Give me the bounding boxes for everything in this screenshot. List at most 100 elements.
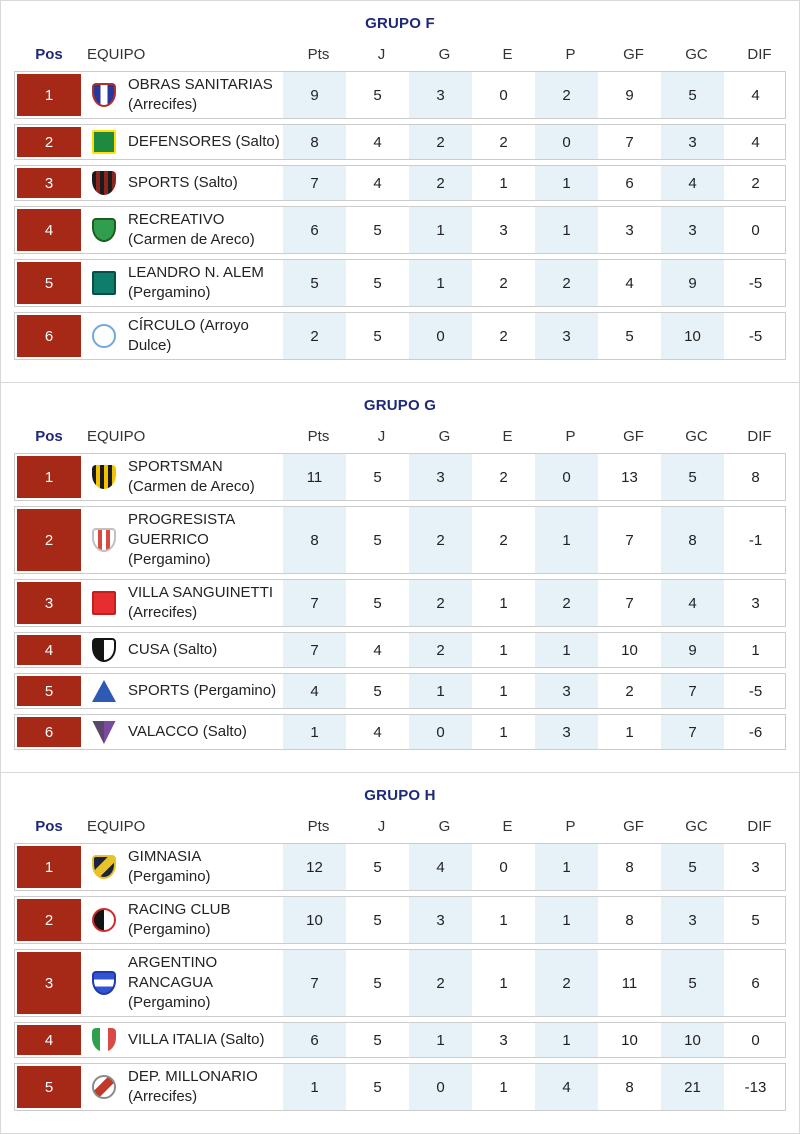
team-name-label: SPORTS (Pergamino) [128,682,277,699]
stat-gc: 7 [661,674,724,708]
column-header-dif: DIF [747,818,772,835]
villa-italia-crest-icon [92,1028,116,1052]
stat-p: 2 [535,580,598,626]
stat-dif: 3 [751,594,760,612]
stat-gf: 3 [625,221,634,239]
stat-j: 5 [373,1031,382,1049]
villa-sanguinetti-crest-icon [92,591,116,615]
team-logo-cell [83,507,128,573]
table-body: 1 SPORTSMAN (Carmen de Areco) 11 5 3 2 0 13 5 8 2 P… [14,453,786,750]
stat-j: 5 [373,974,382,992]
stat-gf: 2 [625,682,634,700]
team-name-label: CÍRCULO (Arroyo Dulce) [128,317,249,354]
team-name: RACING CLUB (Pergamino) [128,897,283,943]
column-header-e: E [502,428,513,445]
stat-pts: 4 [283,674,346,708]
team-logo-cell [83,897,128,943]
position-badge: 3 [17,582,81,624]
stat-gf: 6 [625,174,634,192]
racing-club-crest-icon [92,908,116,932]
team-name: OBRAS SANITARIAS (Arrecifes) [128,72,283,118]
stat-dif: 2 [751,174,760,192]
table-row: 3 ARGENTINO RANCAGUA (Pergamino) 7 5 2 1 2 11 5 6 [14,949,786,1017]
stat-pts: 2 [283,313,346,359]
stat-dif: 4 [751,86,760,104]
stat-pts: 11 [283,454,346,500]
stat-gf: 10 [621,641,638,659]
table-row: 4 CUSA (Salto) 7 4 2 1 1 10 9 1 [14,632,786,668]
column-header-dif: DIF [747,46,772,63]
stat-gc: 5 [661,72,724,118]
position-badge: 3 [17,952,81,1014]
stat-g: 0 [409,715,472,749]
column-header-equipo: EQUIPO [87,46,146,63]
team-logo-cell [83,674,128,708]
stat-gc: 9 [661,260,724,306]
table-row: 2 PROGRESISTA GUERRICO (Pergamino) 8 5 2 2 1 7 8… [14,506,786,574]
column-header-gf: GF [623,428,644,445]
stat-j: 5 [373,221,382,239]
team-name: SPORTS (Salto) [128,166,283,200]
column-header-p: P [565,46,576,63]
stat-g: 4 [409,844,472,890]
table-row: 6 VALACCO (Salto) 1 4 0 1 3 1 7 -6 [14,714,786,750]
column-header-j: J [377,428,386,445]
group-card-h: GRUPO H Pos EQUIPO Pts J G E P GF GC DIF 1 GIMNASI… [0,772,800,1134]
team-name-label: RECREATIVO (Carmen de Areco) [128,211,255,248]
argentino-rancagua-crest-icon [92,971,116,995]
stat-gf: 9 [625,86,634,104]
stat-e: 0 [499,858,508,876]
table-row: 3 VILLA SANGUINETTI (Arrecifes) 7 5 2 1 2 7 4 3 [14,579,786,627]
team-name-label: CUSA (Salto) [128,641,218,658]
stat-gf: 8 [625,858,634,876]
column-header-e: E [502,46,513,63]
stat-j: 4 [373,174,382,192]
stat-g: 1 [409,1023,472,1057]
team-name-label: DEFENSORES (Salto) [128,133,280,150]
stat-j: 5 [373,86,382,104]
position-badge: 6 [17,315,81,357]
stat-g: 3 [409,72,472,118]
column-header-gf: GF [623,46,644,63]
stat-p: 4 [535,1064,598,1110]
team-name: PROGRESISTA GUERRICO (Pergamino) [128,507,283,573]
position-badge: 5 [17,262,81,304]
team-logo-cell [83,207,128,253]
position-badge: 1 [17,846,81,888]
team-logo-cell [83,1023,128,1057]
stat-gc: 3 [661,125,724,159]
stat-g: 2 [409,507,472,573]
stat-pts: 6 [283,207,346,253]
table-header-row: Pos EQUIPO Pts J G E P GF GC DIF [14,46,786,71]
stat-e: 1 [499,723,508,741]
stat-dif: 6 [751,974,760,992]
column-header-p: P [565,428,576,445]
stat-gc: 5 [661,454,724,500]
table-row: 5 SPORTS (Pergamino) 4 5 1 1 3 2 7 -5 [14,673,786,709]
team-name-label: GIMNASIA (Pergamino) [128,848,211,885]
stat-gf: 7 [625,594,634,612]
position-badge: 1 [17,74,81,116]
column-header-j: J [377,46,386,63]
team-name-label: VILLA ITALIA (Salto) [128,1031,265,1048]
position-badge: 2 [17,899,81,941]
sportsman-crest-icon [92,465,116,489]
column-header-dif: DIF [747,428,772,445]
stat-gc: 5 [661,844,724,890]
column-header-j: J [377,818,386,835]
stat-gc: 10 [661,313,724,359]
position-badge: 6 [17,717,81,747]
table-row: 1 SPORTSMAN (Carmen de Areco) 11 5 3 2 0 13 5 8 [14,453,786,501]
stat-j: 5 [373,911,382,929]
circulo-crest-icon [92,324,116,348]
recreativo-crest-icon [92,218,116,242]
team-logo-cell [83,1064,128,1110]
stat-gf: 4 [625,274,634,292]
stat-j: 4 [373,723,382,741]
team-name-label: PROGRESISTA GUERRICO (Pergamino) [128,511,235,568]
table-body: 1 OBRAS SANITARIAS (Arrecifes) 9 5 3 0 2 9 5 4 2 DE… [14,71,786,360]
stat-dif: -6 [748,723,763,741]
position-badge: 5 [17,676,81,706]
stat-j: 5 [373,531,382,549]
